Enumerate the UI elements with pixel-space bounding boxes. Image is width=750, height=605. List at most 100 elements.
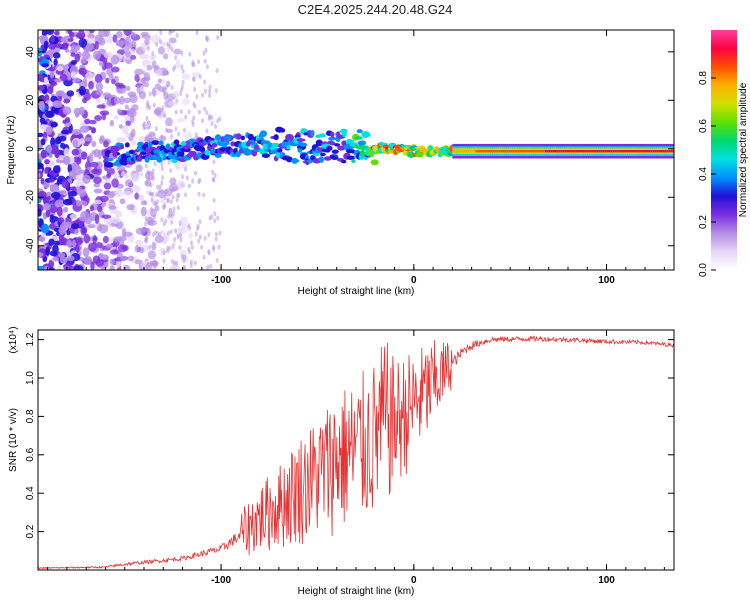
heatmap-cell xyxy=(566,150,569,153)
heatmap-cell xyxy=(151,140,160,146)
heatmap-cell xyxy=(182,264,186,270)
heatmap-cell xyxy=(672,150,674,153)
colorbar: 0.0 0.2 0.4 0.6 0.8 Normalized spectral ampl… xyxy=(698,30,749,277)
heatmap-cell xyxy=(296,138,306,142)
heatmap-cell xyxy=(148,91,152,97)
heatmap-cell xyxy=(61,179,69,189)
heatmap-cell xyxy=(78,85,86,96)
heatmap-cell xyxy=(143,200,147,206)
heatmap-cell xyxy=(160,166,164,172)
heatmap-cell xyxy=(170,46,174,52)
heatmap-cell xyxy=(156,184,160,190)
heatmap-cell xyxy=(124,142,130,148)
heatmap-cell xyxy=(119,145,125,150)
heatmap-cell xyxy=(212,197,216,203)
heatmap-cell xyxy=(170,258,174,264)
heatmap-cell xyxy=(75,32,86,40)
x-tick-label: -100 xyxy=(211,575,231,586)
heatmap-cell xyxy=(109,265,115,270)
heatmap-cell xyxy=(43,40,49,50)
heatmap-cell xyxy=(147,171,151,177)
heatmap-cell xyxy=(38,172,41,179)
colorbar-ticks: 0.0 0.2 0.4 0.6 0.8 xyxy=(698,71,716,277)
heatmap-cell xyxy=(45,246,50,256)
heatmap-cell xyxy=(176,180,186,190)
heatmap-cell xyxy=(188,183,192,189)
heatmap-cell xyxy=(179,237,183,243)
heatmap-cell xyxy=(151,87,157,97)
spectrogram-xlabel: Height of straight line (km) xyxy=(298,286,415,297)
heatmap-cell xyxy=(131,184,141,193)
heatmap-cell xyxy=(162,155,168,161)
heatmap-cell xyxy=(139,227,150,232)
heatmap-cell xyxy=(656,150,659,153)
heatmap-cell xyxy=(106,191,116,199)
heatmap-cell xyxy=(230,141,236,147)
heatmap-cell xyxy=(184,166,188,172)
heatmap-cell xyxy=(658,150,661,153)
heatmap-cell xyxy=(174,109,178,115)
heatmap-cell xyxy=(153,214,157,220)
heatmap-cell xyxy=(83,137,93,142)
heatmap-cell xyxy=(83,234,91,244)
heatmap-cell xyxy=(173,228,177,234)
heatmap-cell xyxy=(124,50,131,58)
heatmap-cell xyxy=(66,239,72,248)
heatmap-cell xyxy=(210,120,214,126)
heatmap-cell xyxy=(161,105,165,111)
heatmap-cell xyxy=(122,231,133,237)
heatmap-cell xyxy=(169,177,177,185)
heatmap-cell xyxy=(546,150,550,153)
heatmap-cell xyxy=(533,150,536,153)
heatmap-cell xyxy=(631,150,634,153)
heatmap-cell xyxy=(169,229,173,235)
heatmap-cell xyxy=(160,217,164,223)
heatmap-cell xyxy=(573,150,577,153)
heatmap-cell xyxy=(95,242,103,249)
heatmap-cell xyxy=(218,230,222,236)
heatmap-cell xyxy=(214,231,218,237)
heatmap-cell xyxy=(94,214,100,224)
heatmap-cell xyxy=(175,197,179,203)
heatmap-cell xyxy=(456,150,459,153)
heatmap-cell xyxy=(144,221,148,227)
heatmap-cell xyxy=(157,46,165,55)
heatmap-cell xyxy=(158,188,162,194)
heatmap-cell xyxy=(160,229,166,235)
heatmap-cell xyxy=(346,155,356,160)
heatmap-cell xyxy=(187,109,191,115)
heatmap-cell xyxy=(46,196,51,201)
heatmap-cell xyxy=(174,55,178,61)
heatmap-cell xyxy=(139,247,145,254)
heatmap-cell xyxy=(587,150,590,153)
heatmap-cell xyxy=(204,47,208,53)
heatmap-cell xyxy=(91,168,100,175)
heatmap-cell xyxy=(72,239,77,248)
heatmap-cell xyxy=(168,245,172,251)
heatmap-cell xyxy=(144,38,150,46)
heatmap-cell xyxy=(63,98,71,104)
heatmap-cell xyxy=(171,194,175,200)
heatmap-cell xyxy=(198,234,202,240)
heatmap-cell xyxy=(660,150,663,153)
y-tick-label: 0 xyxy=(25,146,36,152)
heatmap-cell xyxy=(182,127,186,133)
heatmap-cell xyxy=(82,247,90,257)
heatmap-cell xyxy=(136,141,144,147)
heatmap-cell xyxy=(621,150,625,153)
y-tick-label: 0.4 xyxy=(25,486,36,500)
heatmap-cell xyxy=(161,174,165,180)
heatmap-cell xyxy=(48,267,56,270)
heatmap-cell xyxy=(58,217,65,224)
heatmap-cell xyxy=(467,150,471,153)
heatmap-cell xyxy=(172,211,176,217)
heatmap-cell xyxy=(542,150,546,153)
heatmap-cell xyxy=(94,40,99,50)
heatmap-cell xyxy=(98,224,109,234)
heatmap-cell xyxy=(82,174,91,184)
heatmap-cell xyxy=(191,71,201,78)
heatmap-cell xyxy=(215,68,219,74)
heatmap-cell xyxy=(98,136,104,145)
heatmap-cell xyxy=(647,150,650,153)
heatmap-cell xyxy=(583,150,586,153)
